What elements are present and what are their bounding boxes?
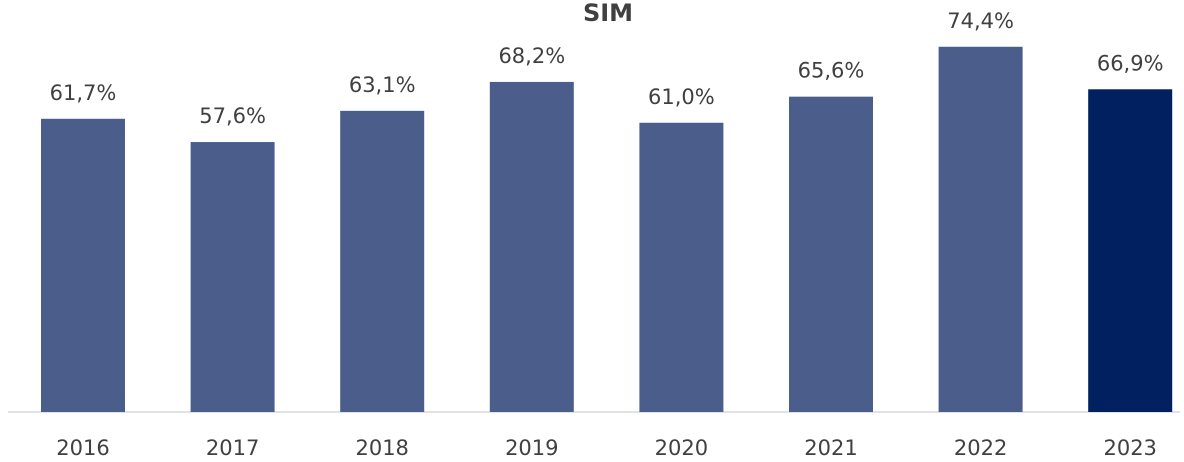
chart-title: SIM <box>583 0 633 27</box>
bar <box>340 110 425 413</box>
data-label: 74,4% <box>947 9 1014 33</box>
x-tick-label: 2020 <box>655 436 708 460</box>
bar <box>639 122 724 412</box>
x-tick-label: 2017 <box>206 436 259 460</box>
data-label: 57,6% <box>199 104 266 128</box>
x-tick-label: 2022 <box>954 436 1007 460</box>
x-tick-label: 2016 <box>56 436 109 460</box>
bar <box>41 118 125 412</box>
bar <box>789 96 873 412</box>
x-tick-label: 2019 <box>505 436 558 460</box>
x-tick-label: 2023 <box>1103 436 1156 460</box>
bar <box>489 81 574 413</box>
data-label: 66,9% <box>1097 51 1164 75</box>
x-tick-label: 2018 <box>355 436 408 460</box>
data-label: 65,6% <box>798 59 865 83</box>
data-label: 61,0% <box>648 85 715 109</box>
data-label: 61,7% <box>50 81 117 105</box>
data-label: 63,1% <box>349 73 416 97</box>
bar <box>190 142 275 413</box>
bar <box>1088 89 1173 412</box>
data-label: 68,2% <box>498 44 565 68</box>
bar <box>938 46 1023 412</box>
x-tick-label: 2021 <box>804 436 857 460</box>
